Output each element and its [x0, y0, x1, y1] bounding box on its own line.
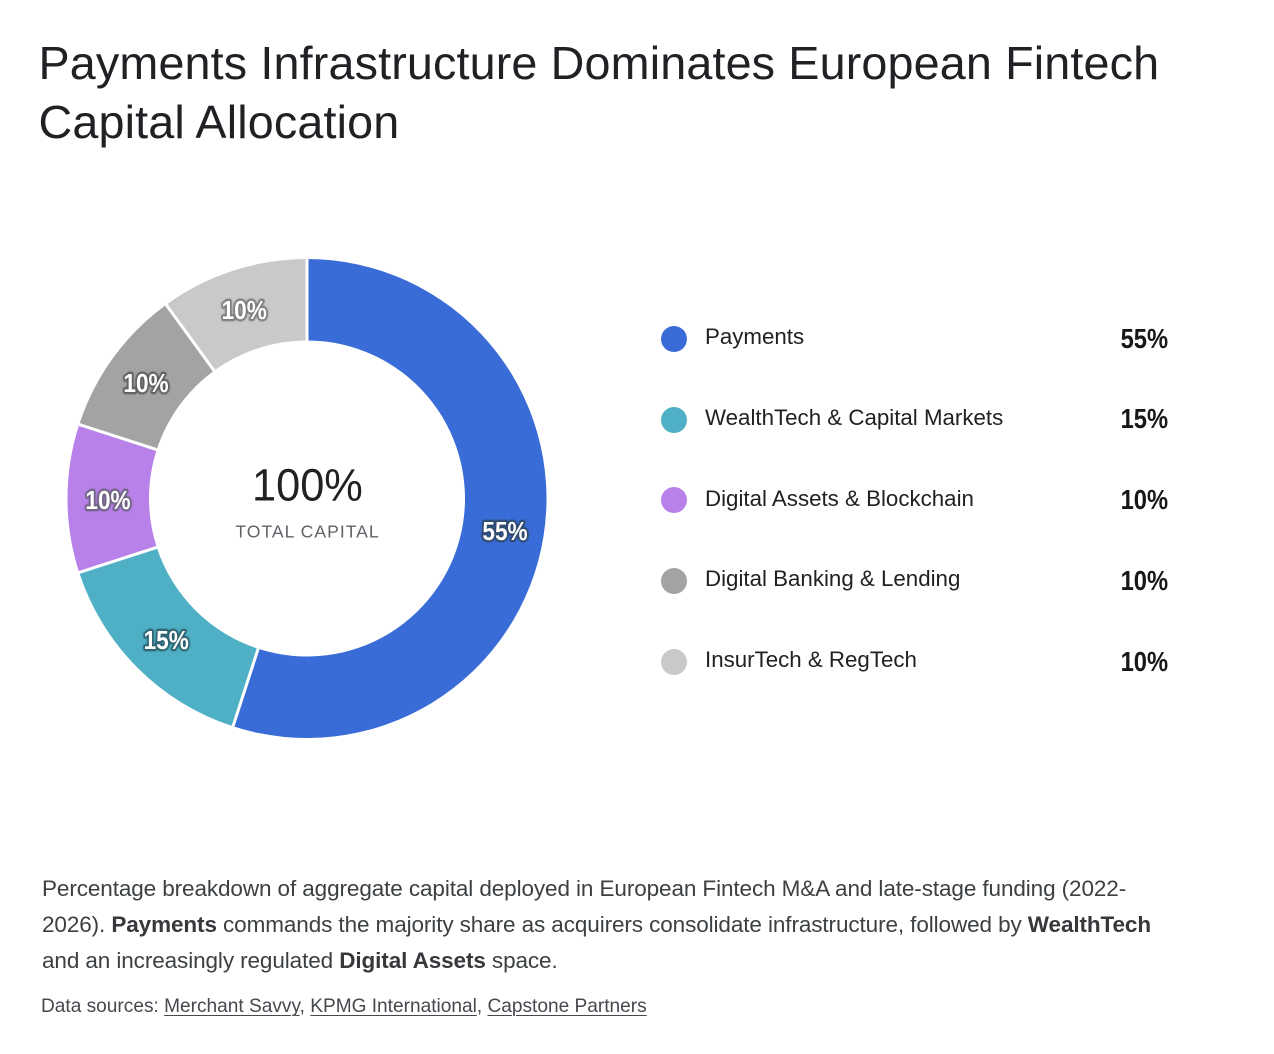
- svg-text:15%: 15%: [144, 626, 190, 655]
- svg-text:10%: 10%: [222, 297, 268, 326]
- svg-text:100%: 100%: [252, 461, 363, 511]
- svg-text:10%: 10%: [222, 297, 268, 326]
- svg-text:55%: 55%: [482, 518, 528, 547]
- svg-text:15%: 15%: [144, 626, 190, 655]
- svg-text:10%: 10%: [85, 486, 131, 515]
- svg-text:55%: 55%: [482, 518, 528, 547]
- svg-text:10%: 10%: [123, 370, 169, 399]
- svg-text:10%: 10%: [85, 486, 131, 515]
- svg-text:TOTAL CAPITAL: TOTAL CAPITAL: [235, 521, 379, 541]
- svg-text:10%: 10%: [123, 370, 169, 399]
